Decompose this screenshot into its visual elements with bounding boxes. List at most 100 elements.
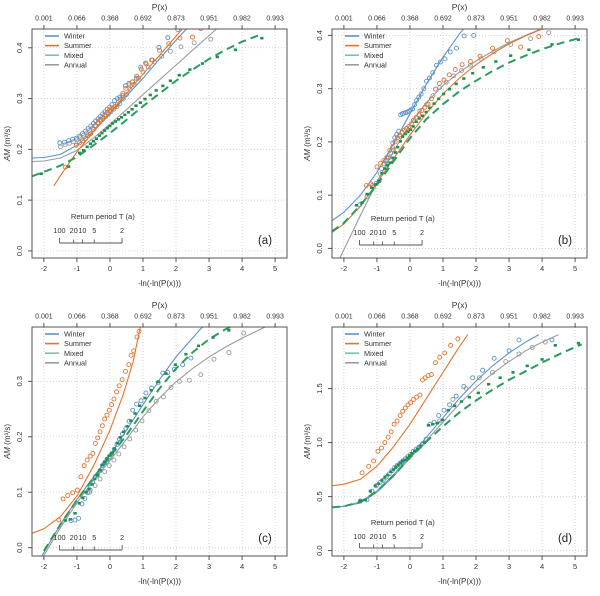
- data-point-circle: [371, 458, 377, 464]
- data-point-square: [123, 113, 127, 117]
- data-point-square: [401, 459, 405, 463]
- return-period-tick-label: 10: [78, 226, 86, 235]
- data-point-circle: [408, 121, 414, 127]
- data-point-circle: [504, 38, 510, 44]
- data-point-circle: [83, 136, 88, 142]
- data-point-circle: [111, 457, 117, 463]
- data-point-square: [110, 122, 115, 125]
- data-point-circle: [428, 96, 434, 102]
- series-mixed: [332, 341, 583, 509]
- data-point-circle: [467, 59, 473, 64]
- data-point-circle: [447, 402, 453, 408]
- data-point-square: [394, 466, 398, 469]
- fit-line-mixed: [32, 33, 263, 178]
- data-point-circle: [381, 161, 387, 167]
- top-tick-label: 0.993: [266, 314, 284, 321]
- data-point-circle: [359, 470, 365, 476]
- data-point-square: [408, 454, 412, 457]
- data-point-square: [233, 48, 238, 52]
- data-point-square: [401, 135, 405, 138]
- data-point-circle: [176, 378, 182, 384]
- data-point-square: [85, 145, 89, 149]
- fit-line-annual: [32, 29, 218, 163]
- data-point-square: [459, 400, 464, 403]
- data-point-circle: [421, 86, 427, 92]
- legend-label-mixed: Mixed: [364, 349, 383, 358]
- y-tick-label: 0.2: [15, 144, 24, 154]
- data-point-circle: [418, 91, 424, 97]
- data-point-circle: [139, 418, 145, 424]
- data-point-square: [98, 468, 102, 472]
- data-point-circle: [87, 453, 93, 459]
- data-point-circle: [138, 66, 144, 72]
- series-annual: [32, 29, 218, 163]
- panel-d: -2 0.001 -1 0.066 0 0.368 1 0.692 2 0.873 3 0.951 4 0…: [303, 300, 588, 586]
- data-point-circle: [134, 73, 140, 79]
- data-point-square: [428, 106, 432, 110]
- data-point-circle: [461, 383, 467, 389]
- legend-label-winter: Winter: [364, 330, 386, 339]
- data-point-square: [77, 502, 81, 505]
- data-point-circle: [97, 429, 103, 435]
- data-point-square: [63, 519, 67, 522]
- data-point-square: [143, 97, 147, 101]
- top-axis-title: P(x): [152, 300, 168, 310]
- data-point-circle: [411, 117, 417, 123]
- data-point-circle: [374, 164, 380, 170]
- y-tick-label: 0.0: [315, 243, 324, 253]
- data-point-circle: [190, 34, 195, 40]
- data-point-square: [494, 60, 498, 63]
- data-point-circle: [378, 160, 384, 166]
- data-point-square: [112, 447, 116, 450]
- data-point-circle: [366, 463, 372, 469]
- data-point-square: [442, 92, 446, 96]
- data-point-square: [67, 165, 71, 168]
- return-period-tick-label: 10: [78, 533, 86, 542]
- return-period-tick-label: 100: [53, 226, 65, 235]
- data-point-circle: [410, 106, 416, 112]
- data-point-circle: [188, 355, 194, 361]
- data-point-square: [498, 376, 502, 380]
- data-point-circle: [408, 400, 414, 406]
- data-point-circle: [76, 515, 82, 521]
- data-point-circle: [149, 57, 155, 63]
- data-point-circle: [420, 377, 425, 383]
- data-point-square: [156, 380, 160, 384]
- data-point-square: [386, 473, 390, 477]
- x-tick-label: -1: [374, 562, 381, 571]
- top-tick-label: 0.993: [266, 16, 284, 23]
- data-point-square: [184, 352, 188, 356]
- legend-label-summer: Summer: [364, 41, 392, 50]
- series-annual: [43, 327, 266, 556]
- data-point-square: [509, 54, 513, 57]
- data-point-square: [553, 344, 557, 347]
- top-tick-label: 0.001: [335, 16, 353, 23]
- panel-a: -2 0.001 -1 0.066 0 0.368 1 0.692 2 0.873 3 0.951 4 0…: [3, 2, 288, 288]
- series-summer: [332, 29, 544, 233]
- data-point-square: [108, 124, 112, 128]
- legend-label-summer: Summer: [364, 339, 392, 348]
- data-point-circle: [542, 339, 548, 345]
- top-tick-label: 0.368: [401, 16, 419, 23]
- data-point-square: [527, 48, 531, 52]
- data-point-circle: [153, 398, 159, 404]
- top-tick-label: 0.066: [68, 16, 86, 23]
- data-point-square: [138, 101, 142, 104]
- data-point-square: [100, 131, 104, 135]
- data-point-circle: [93, 123, 99, 129]
- x-tick-label: 0: [408, 562, 412, 571]
- return-period-tick-label: 5: [392, 228, 396, 237]
- data-point-square: [422, 441, 427, 444]
- data-point-circle: [529, 345, 535, 350]
- data-point-circle: [128, 352, 134, 358]
- data-point-square: [452, 404, 457, 408]
- data-point-circle: [78, 474, 84, 480]
- return-period-tick-label: 2: [420, 228, 424, 237]
- return-period-title: Return period T (a): [71, 212, 135, 221]
- data-point-circle: [95, 435, 101, 441]
- return-period-tick-label: 5: [92, 226, 96, 235]
- data-point-square: [435, 421, 439, 425]
- data-point-circle: [412, 102, 418, 108]
- y-axis-title: AM (m³/s): [3, 126, 12, 162]
- data-point-square: [391, 468, 396, 471]
